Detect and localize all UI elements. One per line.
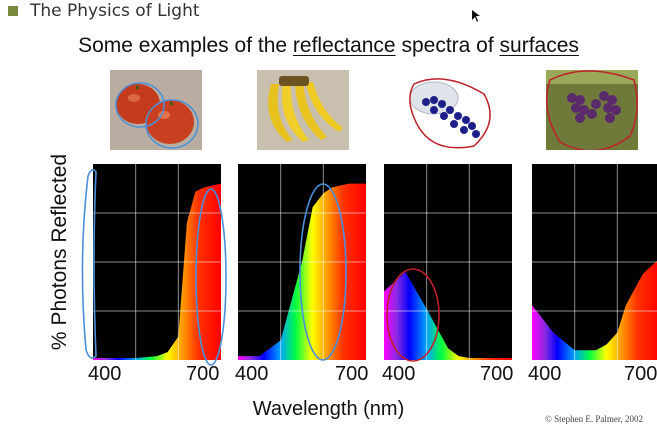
tick-label: 400 xyxy=(382,363,416,385)
spectrum-panel-grapes xyxy=(532,164,657,360)
tomatoes-photo xyxy=(110,70,202,150)
annotation-circle-red-region xyxy=(195,188,227,366)
heading-middle: spectra of xyxy=(395,34,500,57)
section-bullet xyxy=(8,6,18,16)
tick-label: 400 xyxy=(528,363,562,385)
x-axis-label: Wavelength (nm) xyxy=(252,398,405,420)
slide-heading: Some examples of the reflectance spectra… xyxy=(0,34,657,58)
mouse-cursor-icon xyxy=(472,10,480,22)
tick-label: 700 xyxy=(480,363,514,385)
tick-label: 400 xyxy=(235,363,269,385)
annotation-bracket-left xyxy=(81,168,97,359)
blueberries-photo xyxy=(404,70,496,150)
heading-prefix: Some examples of the xyxy=(78,34,293,57)
tick-label: 400 xyxy=(88,363,122,385)
tick-label: 700 xyxy=(624,363,657,385)
section-title: The Physics of Light xyxy=(30,1,200,21)
heading-term-surfaces: surfaces xyxy=(499,34,579,57)
grapes-photo xyxy=(546,70,638,150)
annotation-circle-yellow-region xyxy=(299,183,347,361)
spectrum-panel-blueberries xyxy=(384,164,512,360)
spectrum-panel-bananas xyxy=(238,164,366,360)
copyright-notice: © Stephen E. Palmer, 2002 xyxy=(545,414,643,424)
annotation-circle-blue-peak xyxy=(386,268,440,362)
spectrum-panel-tomatoes xyxy=(93,164,221,360)
tick-label: 700 xyxy=(335,363,369,385)
tick-label: 700 xyxy=(186,363,220,385)
bananas-photo xyxy=(257,70,349,150)
heading-term-reflectance: reflectance xyxy=(292,34,396,57)
